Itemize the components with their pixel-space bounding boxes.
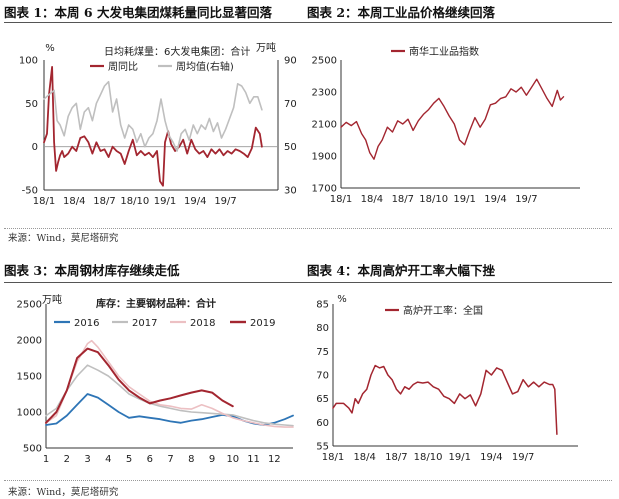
chart3-xtick-label: 9 (209, 454, 215, 465)
chart4-ytick-label: 65 (316, 394, 329, 405)
chart3-xtick-label: 6 (147, 454, 153, 465)
chart2-title: 图表 2：本周工业品价格继续回落 (307, 5, 496, 20)
chart3-xtick-label: 2 (64, 454, 70, 465)
chart2-legend-label: 南华工业品指数 (409, 45, 479, 58)
chart1-legend-label-avg: 周均值(右轴) (176, 60, 234, 73)
chart3-legend-label-2017: 2017 (132, 318, 157, 329)
chart3-legend-label-2016: 2016 (74, 318, 99, 329)
chart3-xtick-label: 11 (247, 454, 260, 465)
chart2-xtick-label: 18/4 (361, 194, 383, 205)
chart1-xtick-label: 18/7 (93, 196, 115, 207)
chart3-ytick-label: 2500 (17, 300, 42, 311)
source-note-bottom: 来源：Wind，莫尼塔研究 (8, 487, 119, 498)
chart1-title: 图表 1：本周 6 大发电集团煤耗量同比显著回落 (4, 5, 272, 20)
chart3-xtick-label: 12 (268, 454, 281, 465)
chart3-series-1-line (45, 364, 294, 427)
chart4-ytick-label: 75 (316, 347, 329, 358)
chart1-xtick-label: 19/4 (184, 196, 206, 207)
chart3-xtick-label: 10 (226, 454, 239, 465)
chart1-xtick-label: 19/7 (214, 196, 236, 207)
chart2-xtick-label: 19/4 (484, 194, 506, 205)
chart1-ytick-label: 0 (32, 142, 38, 153)
chart1-ytick-right-label: 30 (284, 186, 297, 197)
chart1-series-1-line (43, 80, 263, 152)
chart4-legend-label: 高炉开工率：全国 (403, 304, 483, 317)
chart1-legend-label-yoy: 周同比 (108, 61, 138, 73)
chart1-xtick-label: 19/1 (154, 196, 176, 207)
chart3-xtick-label: 1 (43, 454, 49, 465)
chart2-ytick-label: 2100 (312, 120, 337, 131)
chart2-xtick-label: 19/1 (453, 194, 475, 205)
chart4-xtick-label: 18/4 (353, 452, 375, 463)
chart3-series-3-line (45, 347, 234, 424)
chart4-title: 图表 4：本周高炉开工率大幅下挫 (307, 263, 496, 278)
chart2-ytick-label: 1700 (312, 184, 337, 195)
chart3-unit: 万吨 (42, 293, 62, 306)
chart4-series-0-line (332, 364, 558, 435)
chart1-xtick-label: 18/1 (33, 196, 55, 207)
bottom-source-rule (4, 480, 612, 481)
chart4-xtick-label: 18/10 (414, 452, 443, 463)
chart3-xtick-label: 4 (105, 454, 111, 465)
chart3-xtick-label: 8 (188, 454, 194, 465)
chart4-ytick-label: 70 (316, 371, 329, 382)
chart2-series-0-line (340, 78, 565, 160)
chart3-xtick-label: 3 (84, 454, 90, 465)
chart4-unit: % (337, 294, 347, 305)
chart4-ytick-label: 60 (316, 418, 329, 429)
chart4-xtick-label: 19/1 (448, 452, 470, 463)
chart1-coal-consumption: 100 50 0 -50 90 70 50 30 18/1 18/4 18/7 18/10 19/1 19… (19, 41, 297, 207)
chart4-xtick-label: 18/1 (322, 452, 344, 463)
chart1-left-unit: % (45, 43, 55, 54)
chart3-ytick-label: 1500 (17, 372, 42, 383)
chart1-ytick-label: -50 (22, 186, 38, 197)
chart3-legend-label-2018: 2018 (190, 318, 215, 329)
chart1-ytick-right-label: 90 (284, 56, 297, 67)
chart1-ytick-label: 50 (25, 99, 38, 110)
chart4-xtick-label: 18/7 (385, 452, 407, 463)
chart3-xtick-label: 7 (167, 454, 173, 465)
chart3-series-2-line (45, 339, 294, 428)
chart2-xtick-label: 19/7 (515, 194, 537, 205)
chart2-ytick-label: 1900 (312, 152, 337, 163)
chart1-ytick-label: 100 (19, 56, 38, 67)
chart4-ytick-label: 85 (316, 300, 329, 311)
chart2-xtick-label: 18/7 (392, 194, 414, 205)
chart4-xtick-label: 19/7 (512, 452, 534, 463)
chart1-right-unit: 万吨 (256, 41, 276, 54)
chart3-title: 图表 3：本周钢材库存继续走低 (4, 263, 180, 278)
chart1-series-0-line (43, 66, 263, 187)
middle-rule (4, 282, 612, 283)
chart2-xtick-label: 18/1 (330, 194, 352, 205)
chart1-legend-title: 日均耗煤量：6大发电集团：合计 (104, 45, 250, 58)
top-source-rule (4, 228, 612, 229)
chart3-xtick-label: 5 (126, 454, 132, 465)
chart4-xtick-label: 19/4 (480, 452, 502, 463)
chart4-ytick-label: 80 (316, 323, 329, 334)
source-note-top: 来源：Wind，莫尼塔研究 (8, 233, 119, 244)
chart1-ytick-right-label: 50 (284, 142, 297, 153)
chart2-ytick-label: 2300 (312, 88, 337, 99)
chart2-xtick-label: 18/10 (419, 194, 448, 205)
chart1-ytick-right-label: 70 (284, 99, 297, 110)
chart4-ytick-label: 55 (316, 442, 329, 453)
chart2-ytick-label: 2500 (312, 56, 337, 67)
chart3-legend-label-2019: 2019 (250, 318, 275, 329)
chart3-ytick-label: 1000 (17, 408, 42, 419)
chart1-xtick-label: 18/10 (120, 196, 149, 207)
top-rule (4, 22, 612, 23)
chart1-xtick-label: 18/4 (63, 196, 85, 207)
chart3-ytick-label: 2000 (17, 336, 42, 347)
chart3-legend-title: 库存：主要钢材品种：合计 (96, 297, 216, 310)
chart3-ytick-label: 500 (23, 444, 42, 455)
